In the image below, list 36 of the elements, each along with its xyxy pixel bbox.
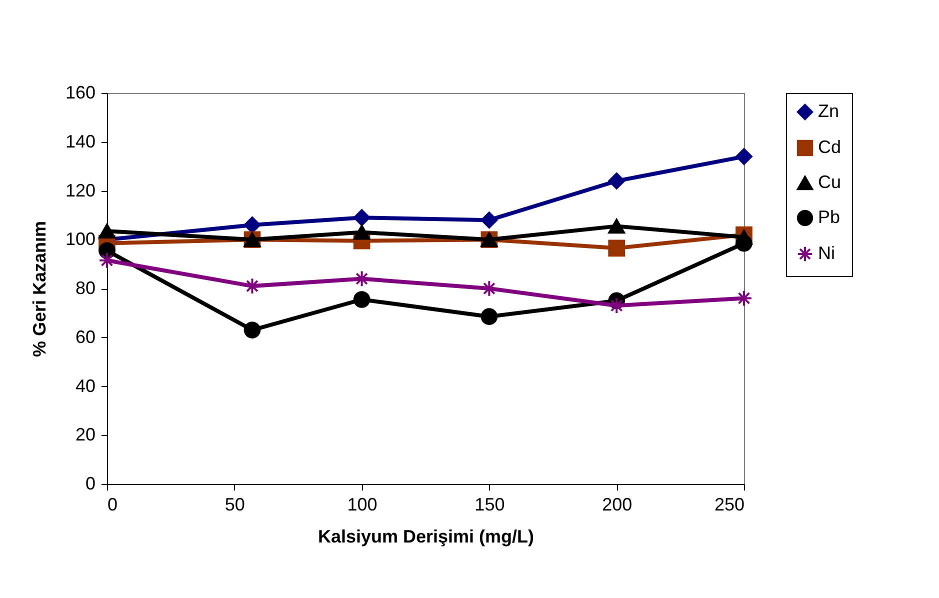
legend-label: Pb [818,207,840,227]
x-tick-label: 100 [347,494,378,514]
y-tick-label: 0 [85,474,96,494]
y-tick-label: 80 [75,278,96,298]
point [244,322,261,338]
point [608,172,626,190]
point [244,216,261,234]
y-tick-label: 60 [75,326,96,347]
x-axis-title: Kalsiyum Derişimi (mg/L) [318,526,534,546]
y-axis-title: % Geri Kazanım [29,220,50,358]
x-tick-label: 0 [108,494,118,514]
x-tick-label: 50 [224,494,245,514]
point [480,308,498,326]
point [353,209,370,226]
legend-label: Zn [818,101,840,121]
y-tick-label: 120 [65,180,96,200]
y-tick-label: 160 [65,82,96,102]
point [480,212,498,228]
x-tick-label: 250 [714,494,744,514]
point [608,218,626,234]
legend-label: Cu [818,172,842,192]
point [608,240,626,257]
point [736,234,752,252]
point [353,224,370,240]
point [736,148,752,165]
point [98,252,116,269]
y-tick-label: 40 [75,376,96,396]
x-tick-label: 150 [474,494,505,514]
y-tick-label: 20 [75,424,96,445]
legend-label: Cd [818,137,842,157]
legend-label: Ni [818,243,835,263]
point [353,291,370,308]
point [98,224,116,238]
y-tick-label: 100 [65,229,96,250]
y-tick-label: 140 [65,131,96,152]
x-tick-label: 200 [602,494,632,514]
